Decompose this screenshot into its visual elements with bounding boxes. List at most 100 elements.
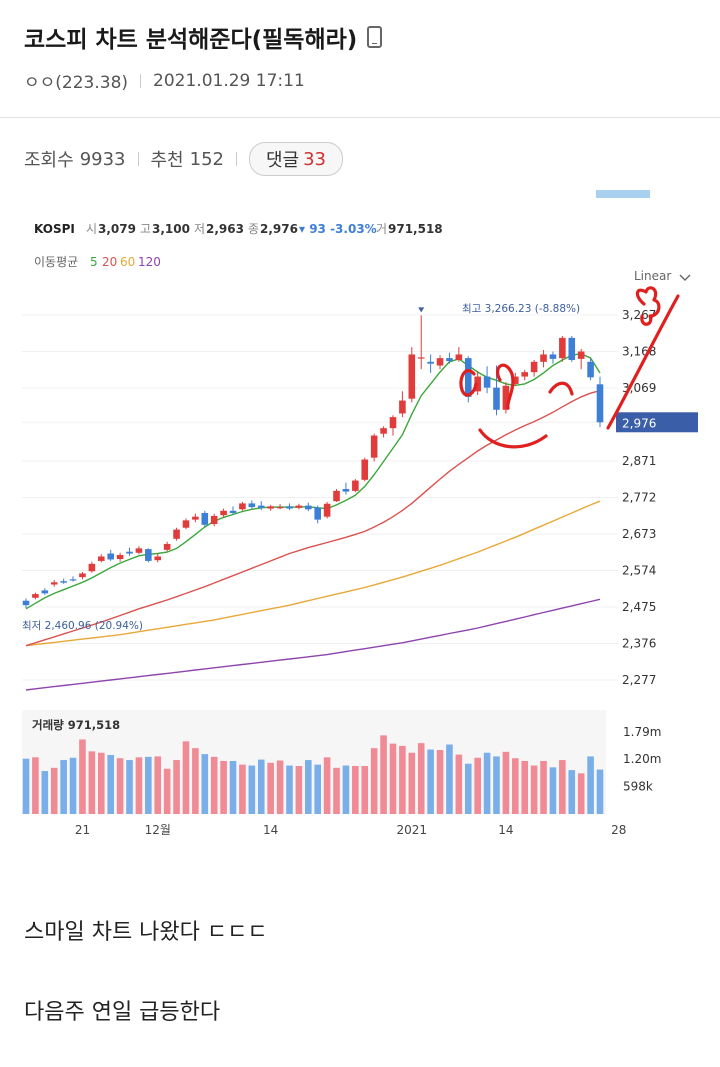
- chevron-down-icon: [679, 274, 691, 281]
- candle-body: [399, 400, 406, 414]
- candle-layer: [22, 307, 604, 609]
- volume-bar: [239, 764, 246, 814]
- volume-bar: [314, 764, 321, 814]
- volume-bar: [427, 749, 434, 814]
- date-tick-label: 21: [75, 823, 90, 837]
- date-tick-label: 28: [611, 823, 626, 837]
- change-value: ▾ 93 -3.03%: [299, 222, 377, 236]
- volume-bar: [455, 754, 463, 814]
- candle-body: [352, 480, 359, 491]
- ma5-line: [25, 352, 601, 610]
- scroll-indicator: [596, 190, 650, 198]
- candle-body: [559, 337, 566, 359]
- volume-bar: [577, 773, 585, 814]
- date-tick-label: 2021: [397, 823, 428, 837]
- recommend-label: 추천: [150, 150, 184, 171]
- candle-body: [154, 556, 162, 561]
- candle-body: [333, 490, 340, 502]
- price-tick-label: 2,475: [622, 600, 656, 614]
- heart-scribble-stroke: [635, 286, 661, 326]
- hand-drawn-annotations: [459, 286, 680, 449]
- volume-bar: [295, 766, 303, 814]
- scale-selector-label[interactable]: Linear: [634, 269, 671, 283]
- candle-body: [79, 573, 86, 578]
- candle-body: [577, 351, 585, 359]
- volume-bar: [32, 757, 39, 814]
- candle-body: [267, 506, 274, 509]
- volume-bar: [50, 767, 58, 814]
- candle-body: [192, 516, 199, 520]
- volume-bar: [126, 760, 133, 814]
- date-axis: 21 12월 14 2021 14 28: [75, 823, 627, 837]
- candle-body: [474, 376, 481, 392]
- volume-bar: [370, 748, 378, 814]
- comments-button[interactable]: 댓글 33: [248, 142, 344, 176]
- volume-bar: [41, 771, 49, 814]
- candle-body: [116, 555, 124, 560]
- candle-body: [483, 376, 491, 388]
- header-divider: [0, 117, 720, 118]
- candle-body: [239, 503, 246, 510]
- volume-bar: [333, 767, 340, 814]
- ma-legend-label: 이동평균: [34, 255, 78, 269]
- candle-body: [210, 515, 218, 525]
- volume-bar: [22, 758, 30, 814]
- candle-body: [88, 563, 96, 572]
- candle-body: [530, 361, 538, 373]
- candle-body: [464, 358, 472, 397]
- volume-summary-value: 971,518: [388, 222, 443, 236]
- current-price-tag: [616, 412, 698, 433]
- candle-body: [276, 507, 284, 509]
- smile-bump-stroke: [548, 381, 574, 396]
- meta-divider: [140, 73, 142, 88]
- post-body-line-1: 스마일 차트 나왔다 ㄷㄷㄷ: [24, 920, 268, 945]
- price-axis: 3,2673,1683,0692,8712,7722,6732,5742,475…: [616, 308, 698, 687]
- volume-bar: [210, 756, 218, 814]
- recommend-count: 152: [189, 148, 224, 170]
- date-tick-label: 14: [498, 823, 513, 837]
- candle-body: [455, 354, 463, 360]
- candle-body: [549, 354, 557, 359]
- open-value: 3,079: [98, 222, 136, 236]
- volume-summary-label: 거: [376, 222, 387, 236]
- open-label: 시: [86, 222, 97, 236]
- author-name[interactable]: ㅇㅇ(223.38): [24, 73, 129, 93]
- volume-bar: [587, 756, 594, 814]
- candle-body: [50, 582, 58, 585]
- high-annotation: 최고 3,266.23 (-8.88%): [462, 303, 580, 315]
- candle-body: [220, 510, 227, 516]
- candle-body: [446, 358, 453, 362]
- chart-title: KOSPI: [34, 222, 75, 236]
- ma-legend-5: 5: [90, 255, 98, 269]
- volume-bar: [116, 758, 124, 814]
- candle-body: [173, 529, 180, 539]
- volume-title: 거래량 971,518: [32, 718, 120, 732]
- volume-bar: [568, 770, 576, 814]
- ma120-line: [25, 598, 601, 691]
- price-tick-label: 3,267: [622, 308, 656, 322]
- volume-bar: [154, 756, 162, 814]
- volume-bar: [389, 743, 397, 814]
- volume-axis: 1.79m 1.20m 598k: [623, 725, 661, 793]
- close-label: 종: [248, 222, 259, 236]
- kospi-chart-image: KOSPI 시 3,079 고 3,100 저 2,963 종 2,976 ▾ …: [22, 188, 706, 848]
- volume-bar: [69, 757, 77, 814]
- close-value: 2,976: [260, 222, 298, 236]
- volume-bar: [549, 767, 557, 814]
- candle-body: [163, 543, 171, 550]
- candle-body: [295, 505, 303, 508]
- current-price-label: 2,976: [622, 416, 656, 430]
- smile-left-eye-stroke: [459, 369, 478, 397]
- candle-body: [370, 435, 378, 458]
- volume-bar: [97, 752, 105, 814]
- volume-tick-label: 1.20m: [623, 752, 661, 766]
- candle-body: [32, 594, 39, 598]
- candle-body: [342, 489, 350, 492]
- ma60-line: [25, 500, 601, 647]
- volume-bar: [342, 765, 350, 814]
- price-tick-label: 2,871: [622, 454, 656, 468]
- low-value: 2,963: [206, 222, 244, 236]
- mobile-phone-icon: [367, 26, 383, 48]
- candle-body: [408, 354, 416, 399]
- volume-bar: [145, 756, 152, 814]
